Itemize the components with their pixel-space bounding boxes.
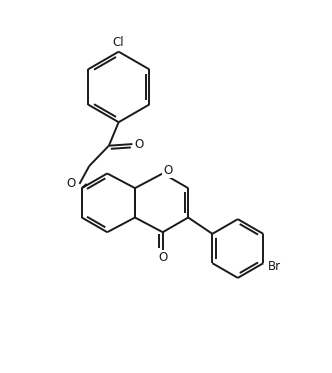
Text: O: O [134, 138, 143, 151]
Text: Cl: Cl [113, 36, 124, 49]
Text: O: O [158, 251, 167, 264]
Text: O: O [163, 164, 172, 177]
Text: Br: Br [268, 260, 281, 273]
Text: O: O [67, 178, 76, 190]
